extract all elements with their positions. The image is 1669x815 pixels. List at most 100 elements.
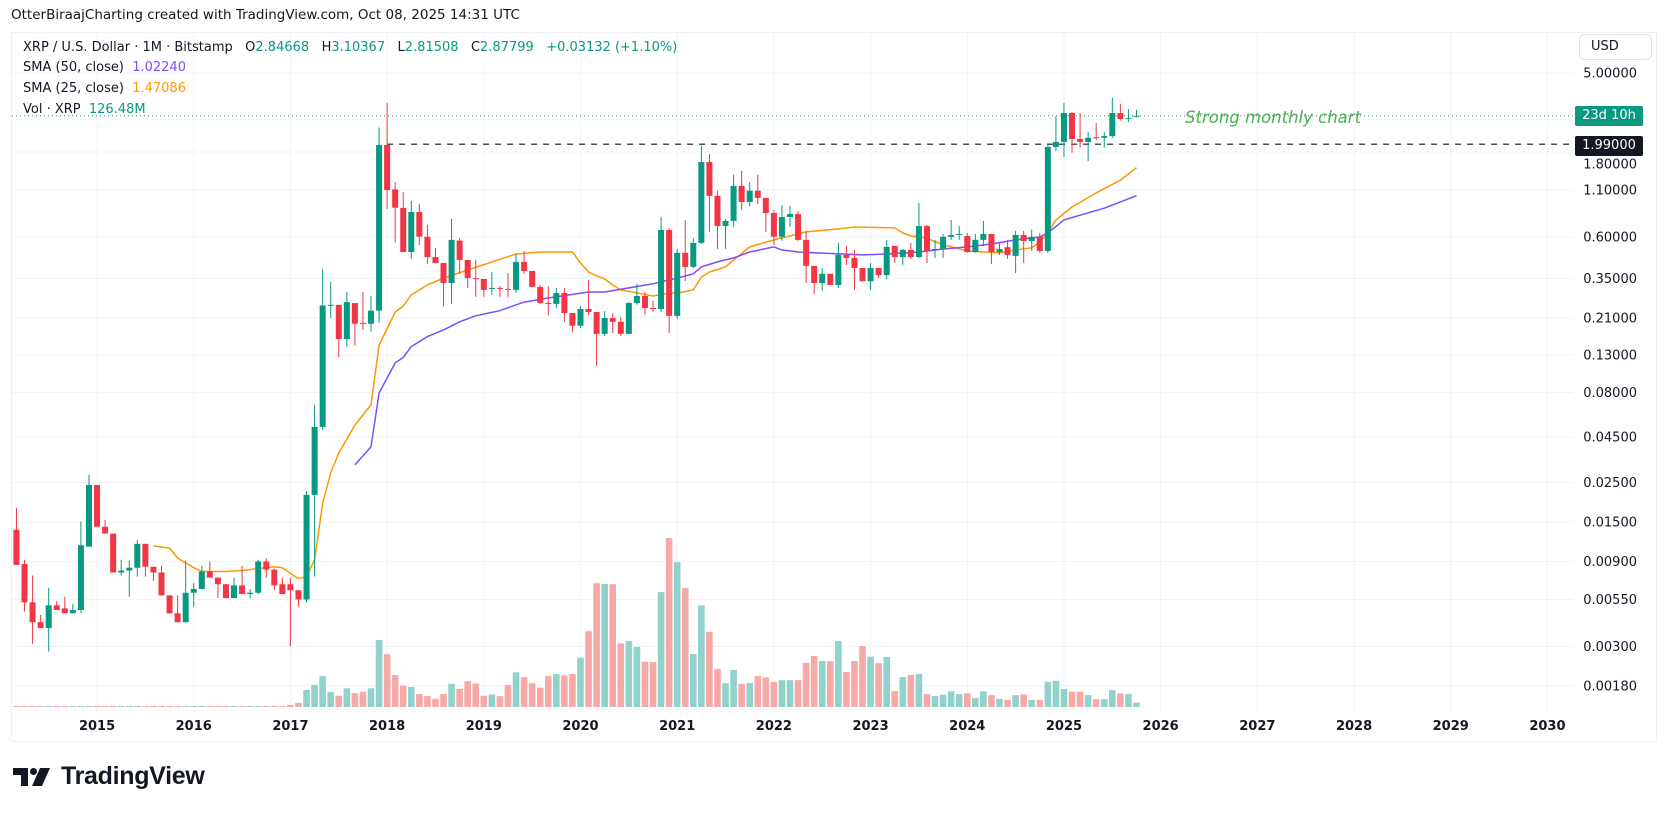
change-value: +0.03132 (+1.10%) [546, 40, 678, 55]
candle-body [561, 293, 568, 314]
candle-body [343, 302, 350, 340]
candle-body [762, 197, 769, 214]
volume-bar [802, 662, 810, 707]
candle-body [359, 322, 366, 324]
chart-annotation-text[interactable]: Strong monthly chart [1185, 108, 1362, 127]
price-tick-label: 0.00300 [1583, 640, 1637, 655]
candle [110, 533, 117, 573]
volume-series [13, 538, 1140, 707]
volume-value: 126.48M [88, 102, 146, 117]
candle [126, 560, 133, 597]
volume-bar [1133, 702, 1140, 707]
currency-button[interactable]: USD [1579, 34, 1652, 60]
candle-body [319, 305, 326, 427]
sma50-label[interactable]: SMA (50, close) [23, 60, 124, 75]
volume-bar [69, 706, 77, 707]
candle-body [174, 613, 181, 623]
legend-volume-row[interactable]: Vol · XRP 126.48M [23, 102, 146, 117]
candle-body [1133, 115, 1140, 117]
candle [335, 304, 342, 358]
candle [593, 311, 600, 366]
sma25-label[interactable]: SMA (25, close) [23, 81, 124, 96]
volume-bar [794, 680, 802, 707]
candle [633, 283, 640, 305]
volume-bar [585, 631, 592, 707]
candle-body [255, 561, 262, 593]
volume-bar [1060, 688, 1068, 707]
candle-body [875, 268, 882, 276]
volume-bar [303, 689, 310, 707]
volume-bar [883, 657, 890, 707]
candle [585, 279, 592, 316]
volume-bar [158, 706, 165, 707]
time-tick-label: 2018 [369, 719, 405, 734]
candle [819, 268, 826, 291]
candle [198, 565, 205, 589]
candle [948, 219, 955, 240]
candle-body [1036, 236, 1043, 251]
volume-bar [488, 694, 496, 707]
candle [174, 595, 181, 623]
candle [1069, 111, 1076, 153]
tradingview-branding[interactable]: TradingView [13, 762, 205, 791]
candle [1052, 115, 1059, 152]
volume-label[interactable]: Vol · XRP [23, 102, 81, 117]
volume-bar [254, 706, 262, 707]
candle-body [376, 144, 383, 311]
candle-body [513, 261, 520, 290]
volume-bar [1004, 699, 1011, 707]
candle-body [239, 585, 246, 595]
legend-symbol-row[interactable]: XRP / U.S. Dollar · 1M · Bitstamp O2.846… [23, 40, 677, 55]
volume-bar [399, 685, 407, 707]
candle-body [545, 302, 552, 304]
candle-body [1077, 138, 1084, 142]
symbol-title[interactable]: XRP / U.S. Dollar · 1M · Bitstamp [23, 40, 233, 55]
volume-bar [923, 694, 931, 707]
candle [537, 284, 544, 304]
candle-body [891, 245, 898, 258]
volume-bar [327, 692, 335, 707]
time-axis[interactable]: 2015 2016 2017 2018 2019 2020 2021 2022 2023 2024… [79, 719, 1566, 734]
close-label: C [470, 40, 481, 55]
volume-bar [125, 706, 133, 707]
candle [545, 285, 552, 316]
legend-sma50-row[interactable]: SMA (50, close) 1.02240 [23, 60, 186, 75]
sma-50-line[interactable] [354, 195, 1137, 466]
candle-body [142, 543, 149, 567]
volume-bar [504, 684, 512, 707]
candle [142, 543, 149, 577]
candle-body [738, 185, 745, 203]
candle [1044, 144, 1051, 253]
candle-body [980, 233, 987, 240]
candle [609, 313, 616, 333]
low-label: L [397, 40, 405, 55]
volume-bar [746, 682, 754, 707]
horizontal-line-price-tag: 1.99000 [1575, 136, 1643, 156]
candle-body [472, 278, 479, 280]
candle [956, 226, 963, 240]
candle-body [787, 213, 793, 217]
price-tick-label: 0.60000 [1583, 230, 1637, 245]
candle-body [69, 610, 76, 614]
sma-25-line[interactable] [153, 167, 1137, 580]
legend-sma25-row[interactable]: SMA (25, close) 1.47086 [23, 81, 186, 96]
volume-bar [1092, 699, 1100, 707]
candle [480, 278, 487, 297]
high-value: 3.10367 [331, 40, 386, 55]
candle [319, 268, 326, 430]
candle [303, 490, 310, 603]
volume-bar [673, 562, 681, 707]
price-axis[interactable]: 5.00000 1.80000 1.10000 0.60000 0.35000 0.210… [1583, 67, 1637, 695]
candle [714, 190, 721, 249]
open-value: 2.84668 [255, 40, 310, 55]
candle-body [617, 321, 624, 334]
volume-bar [536, 687, 544, 707]
candle [1012, 230, 1019, 273]
candle-body [1060, 113, 1067, 142]
candle [875, 268, 882, 279]
candle-body [803, 239, 810, 266]
candle [1101, 132, 1108, 148]
candle [239, 565, 246, 595]
volume-bar [988, 695, 995, 707]
